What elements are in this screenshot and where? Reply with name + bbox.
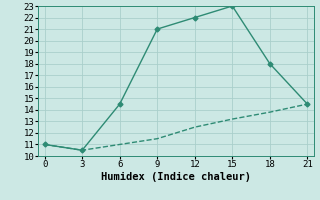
X-axis label: Humidex (Indice chaleur): Humidex (Indice chaleur) bbox=[101, 172, 251, 182]
